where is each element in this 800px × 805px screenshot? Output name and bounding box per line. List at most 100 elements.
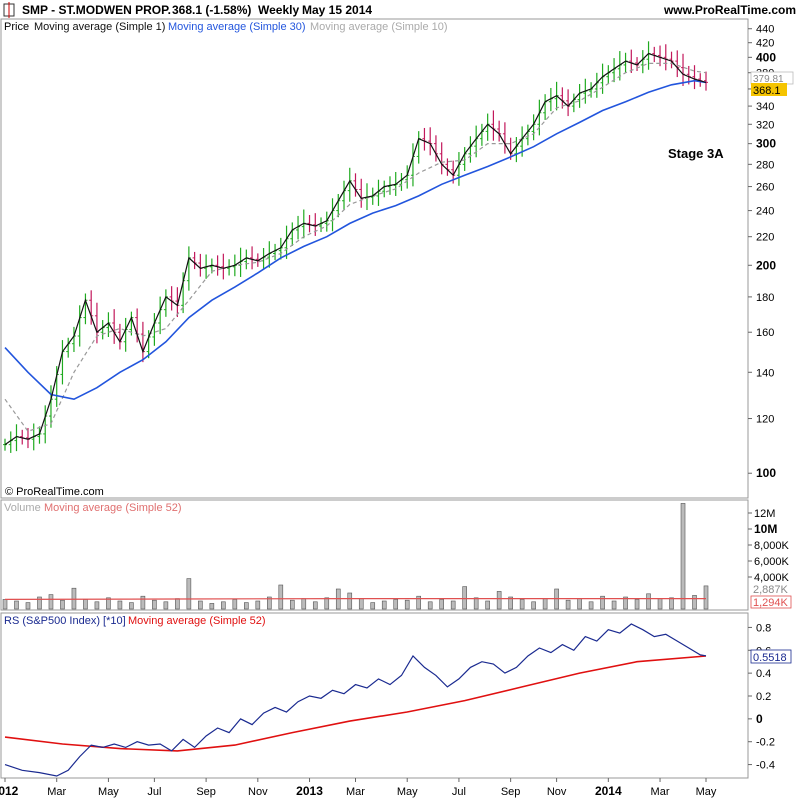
legend-price: Price — [4, 21, 29, 33]
rs-tick-label: 0.4 — [756, 668, 771, 680]
volume-bar — [565, 599, 571, 610]
volume-bar — [221, 601, 226, 610]
volume-bar — [347, 592, 353, 610]
x-tick-label: Sep — [501, 786, 521, 798]
x-tick-label: 2012 — [0, 784, 19, 798]
volume-bar — [439, 599, 444, 610]
volume-bar — [692, 595, 697, 610]
volume-last-label: 2,887K — [753, 584, 789, 596]
x-tick-label: Mar — [346, 786, 365, 798]
price-tick-label: 120 — [756, 414, 774, 426]
volume-bar — [646, 593, 651, 610]
price-tick-label: 160 — [756, 327, 774, 339]
volume-bar — [358, 598, 364, 610]
volume-bar — [462, 586, 467, 610]
price-tick-label: 300 — [756, 137, 776, 151]
volume-bar — [289, 599, 295, 610]
rs-tick-label: 0.2 — [756, 691, 771, 703]
rs-last-label: 0.5518 — [753, 652, 787, 664]
volume-bar — [450, 600, 456, 610]
volume-bar — [117, 600, 123, 610]
legend-ma10: Moving average (Simple 10) — [310, 21, 448, 33]
volume-ma-badge — [750, 595, 792, 609]
rs-last-badge — [750, 649, 792, 664]
price-tick-label: 200 — [756, 258, 776, 272]
volume-bar — [140, 595, 146, 610]
volume-bar — [588, 601, 594, 610]
x-tick-label: Mar — [47, 786, 66, 798]
rs-tick-label: 0.8 — [756, 622, 771, 634]
volume-bar — [623, 596, 628, 610]
volume-bar — [542, 598, 548, 610]
volume-tick-label: 6,000K — [754, 556, 790, 568]
last-price-label: 368.1 — [753, 85, 781, 97]
volume-bar — [163, 601, 169, 610]
price-tick-label: 240 — [756, 206, 774, 218]
legend-volume: Volume — [4, 502, 41, 514]
rs-legend: RS (S&P500 Index) [*10] Moving average (… — [4, 615, 266, 627]
header: SMP - ST.MODWEN PROP. 368.1 (-1.58%) Wee… — [3, 2, 796, 18]
volume-bar — [611, 600, 617, 610]
rs-tick-label: -0.2 — [756, 737, 775, 749]
x-tick-label: May — [696, 786, 717, 798]
x-tick-label: Jul — [452, 786, 466, 798]
volume-bar — [669, 597, 674, 610]
volume-bar — [209, 603, 215, 610]
volume-bar — [634, 599, 640, 610]
volume-bar — [94, 601, 100, 610]
legend-ma30: Moving average (Simple 30) — [168, 21, 306, 33]
x-tick-label: May — [397, 786, 418, 798]
volume-bar — [37, 596, 42, 610]
volume-bar — [301, 598, 307, 610]
x-tick-label: Sep — [196, 786, 216, 798]
volume-bar — [60, 599, 65, 610]
header-site-link[interactable]: www.ProRealTime.com — [663, 3, 796, 17]
volume-bar — [106, 597, 111, 610]
volume-bar — [278, 584, 284, 610]
volume-tick-label: 10M — [754, 522, 777, 536]
volume-bar — [25, 602, 31, 610]
price-tick-label: 180 — [756, 292, 774, 304]
price-tick-label: 320 — [756, 119, 774, 131]
volume-bar — [370, 602, 376, 610]
header-symbol: SMP - ST.MODWEN PROP. — [22, 3, 171, 17]
legend-ma1: Moving average (Simple 1) — [34, 21, 165, 33]
x-tick-label: Mar — [651, 786, 670, 798]
ma10-value-label: 379.81 — [753, 74, 784, 85]
price-series — [3, 41, 708, 453]
price-legend: Price Moving average (Simple 1) Moving a… — [4, 21, 448, 33]
stage-annotation: Stage 3A — [668, 146, 724, 161]
volume-legend: Volume Moving average (Simple 52) — [4, 502, 182, 514]
legend-rs-ma: Moving average (Simple 52) — [128, 615, 266, 627]
price-tick-label: 140 — [756, 367, 774, 379]
legend-rs: RS (S&P500 Index) [*10] — [4, 615, 126, 627]
volume-bar — [657, 598, 663, 610]
volume-bar — [416, 595, 422, 610]
volume-bar — [48, 594, 54, 610]
volume-bar — [324, 597, 330, 610]
volume-bar — [71, 587, 77, 610]
price-tick-label: 280 — [756, 159, 774, 171]
volume-bar — [703, 585, 709, 610]
volume-bar — [255, 600, 261, 610]
volume-y-axis: 4,000K 6,000K 8,000K 10M 12M — [748, 508, 790, 584]
volume-bar — [404, 599, 410, 610]
ma1-line — [4, 52, 707, 446]
ma10-line — [4, 62, 707, 433]
volume-bar — [244, 602, 249, 610]
x-tick-label: May — [98, 786, 119, 798]
volume-bar — [14, 600, 19, 610]
x-tick-label: Jul — [147, 786, 161, 798]
volume-bar — [508, 596, 513, 610]
volume-ma-label: 1,294K — [753, 597, 789, 609]
rs-panel-frame — [0, 612, 749, 779]
volume-bar — [232, 599, 238, 610]
volume-bar — [312, 601, 318, 610]
volume-bar — [577, 598, 582, 610]
price-tick-label: 100 — [756, 466, 776, 480]
header-period: Weekly — [258, 3, 299, 17]
volume-bar — [496, 591, 502, 610]
volume-bar — [485, 600, 490, 610]
rs-line — [4, 623, 707, 777]
